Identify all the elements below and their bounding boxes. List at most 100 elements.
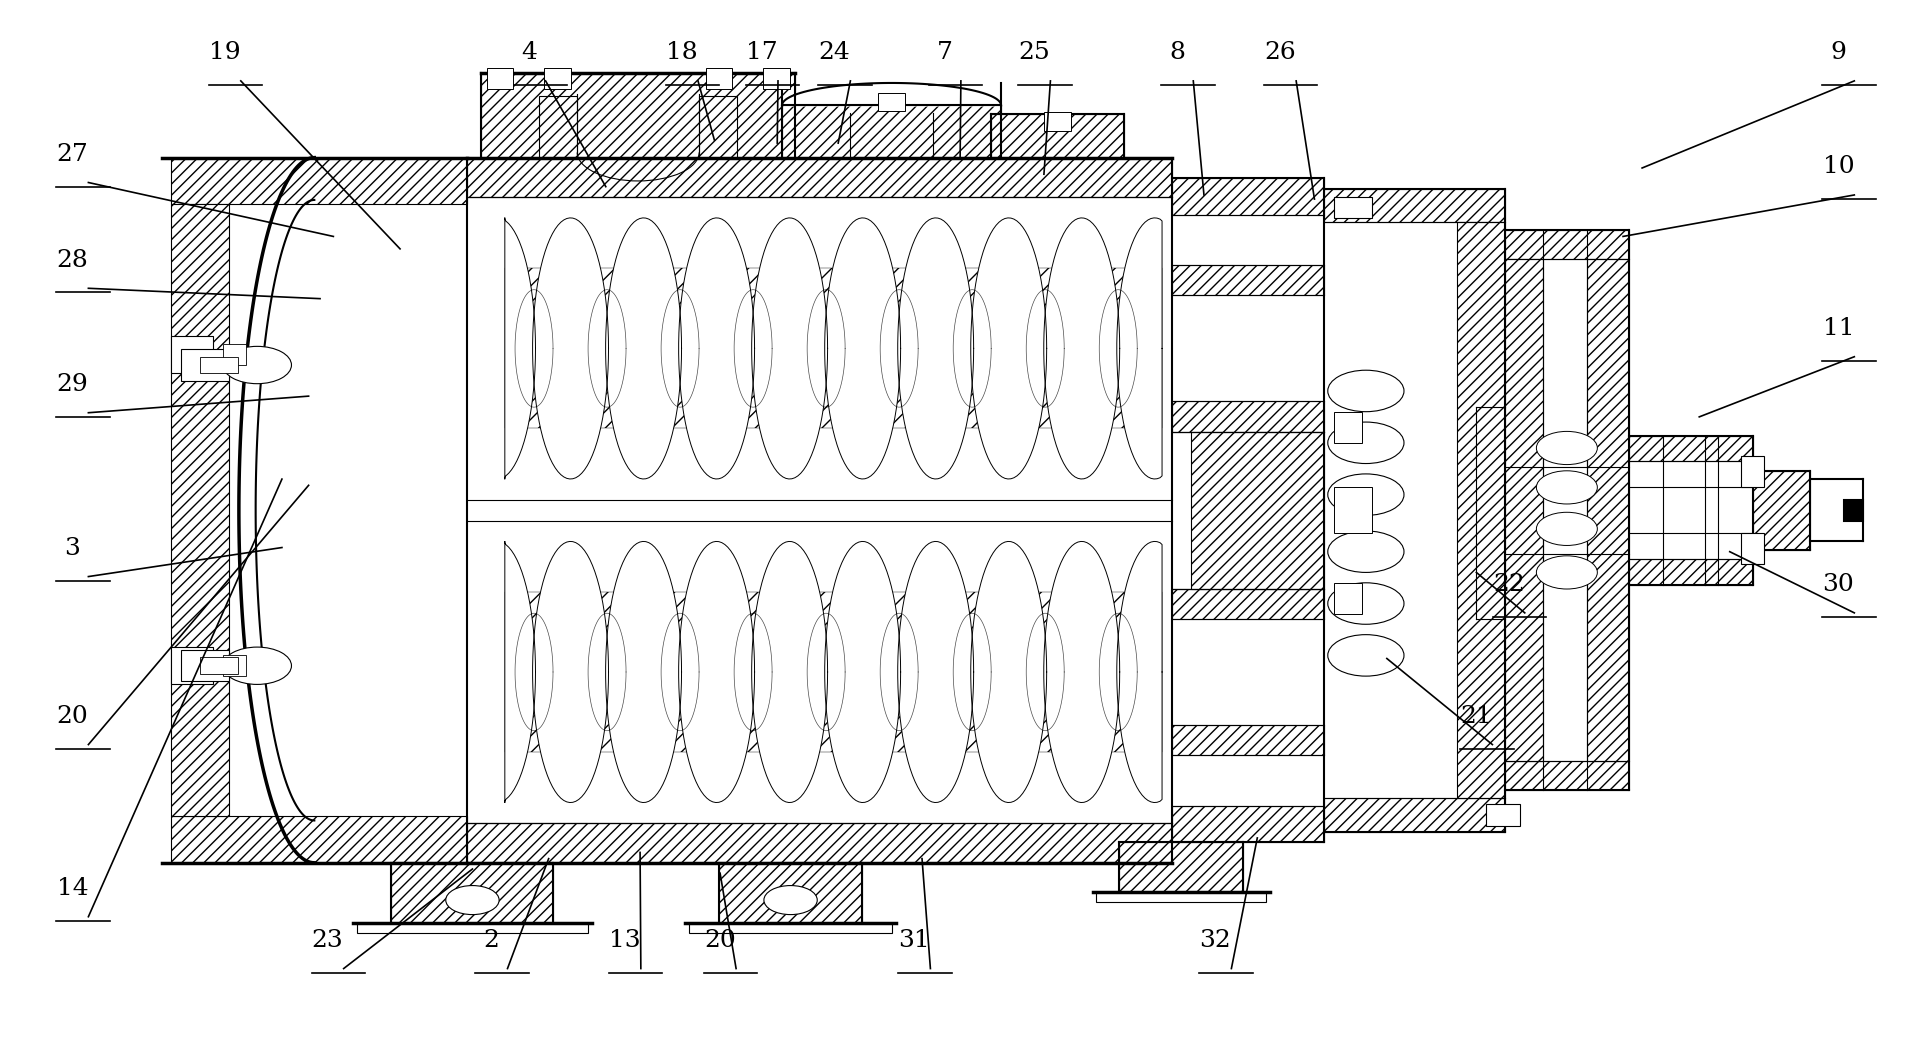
Circle shape	[1328, 422, 1404, 464]
Bar	[392, 863, 552, 923]
Circle shape	[223, 346, 291, 384]
Bar	[1172, 725, 1324, 755]
Bar	[171, 204, 229, 816]
Bar	[505, 269, 1162, 428]
Polygon shape	[678, 218, 754, 479]
Text: 22: 22	[1494, 573, 1524, 596]
Bar	[1334, 412, 1362, 443]
Bar	[1334, 583, 1362, 614]
Text: 23: 23	[312, 929, 343, 952]
Bar	[1324, 189, 1505, 222]
Text: 21: 21	[1461, 705, 1492, 728]
Bar	[762, 68, 791, 89]
Bar	[1120, 842, 1242, 892]
Polygon shape	[897, 218, 973, 479]
Bar	[1741, 456, 1764, 487]
Text: 18: 18	[667, 41, 697, 64]
Text: 11: 11	[1823, 317, 1854, 340]
Bar	[1172, 265, 1324, 296]
Bar	[488, 68, 514, 89]
Text: 27: 27	[57, 143, 88, 166]
Bar	[690, 923, 892, 933]
Circle shape	[446, 886, 499, 915]
Bar	[1097, 892, 1265, 902]
Polygon shape	[972, 218, 1046, 479]
Polygon shape	[825, 218, 901, 479]
Text: 4: 4	[522, 41, 537, 64]
Text: 26: 26	[1265, 41, 1295, 64]
Polygon shape	[533, 541, 608, 803]
Bar	[1334, 197, 1372, 218]
Bar	[1334, 487, 1372, 533]
Bar	[223, 655, 246, 676]
Polygon shape	[533, 218, 608, 479]
Text: 9: 9	[1831, 41, 1846, 64]
Circle shape	[1328, 370, 1404, 412]
Bar	[1844, 500, 1863, 521]
Text: 13: 13	[610, 929, 640, 952]
Bar	[707, 68, 733, 89]
Bar	[358, 923, 587, 933]
Bar	[467, 158, 1172, 197]
Circle shape	[1535, 556, 1596, 589]
Text: 20: 20	[57, 705, 88, 728]
Text: 17: 17	[747, 41, 777, 64]
Bar	[1505, 761, 1629, 790]
Bar	[991, 114, 1124, 158]
Bar	[878, 92, 905, 111]
Polygon shape	[825, 541, 901, 803]
Bar	[1172, 806, 1324, 842]
Polygon shape	[752, 218, 827, 479]
Bar	[1191, 431, 1324, 589]
Text: 30: 30	[1823, 573, 1854, 596]
Circle shape	[1328, 635, 1404, 676]
Bar	[1753, 471, 1810, 550]
Bar	[480, 73, 796, 158]
Polygon shape	[678, 541, 754, 803]
Text: 14: 14	[57, 877, 88, 900]
Bar	[171, 158, 467, 204]
Circle shape	[764, 886, 817, 915]
Bar	[181, 349, 229, 381]
Circle shape	[1328, 583, 1404, 624]
Polygon shape	[897, 541, 973, 803]
Polygon shape	[505, 218, 535, 479]
Text: 8: 8	[1170, 41, 1185, 64]
Text: 29: 29	[57, 373, 88, 396]
Polygon shape	[1116, 541, 1162, 803]
Bar	[1741, 533, 1764, 564]
Polygon shape	[505, 541, 535, 803]
Polygon shape	[972, 541, 1046, 803]
Bar	[1587, 259, 1629, 761]
Bar	[171, 816, 467, 863]
Text: 10: 10	[1823, 156, 1854, 178]
Polygon shape	[606, 541, 682, 803]
Bar	[181, 650, 229, 681]
Bar	[539, 96, 577, 158]
Text: 32: 32	[1200, 929, 1231, 952]
Polygon shape	[1044, 541, 1120, 803]
Text: 2: 2	[484, 929, 499, 952]
Polygon shape	[1116, 218, 1162, 479]
Bar	[545, 68, 572, 89]
Text: 28: 28	[57, 249, 88, 272]
Bar	[467, 823, 1172, 863]
Bar	[223, 344, 246, 365]
Bar	[699, 96, 737, 158]
Text: 20: 20	[705, 929, 735, 952]
Bar	[1457, 222, 1505, 798]
Bar	[200, 657, 238, 674]
Bar	[1172, 401, 1324, 431]
Circle shape	[223, 647, 291, 684]
Bar	[1044, 112, 1071, 131]
Bar	[1505, 259, 1543, 761]
Circle shape	[1535, 431, 1596, 465]
Text: 31: 31	[899, 929, 930, 952]
Bar	[783, 106, 1002, 158]
Bar	[505, 592, 1162, 752]
Circle shape	[1535, 471, 1596, 504]
Bar	[1172, 589, 1324, 619]
Polygon shape	[606, 218, 682, 479]
Circle shape	[1328, 531, 1404, 572]
Text: 24: 24	[819, 41, 850, 64]
